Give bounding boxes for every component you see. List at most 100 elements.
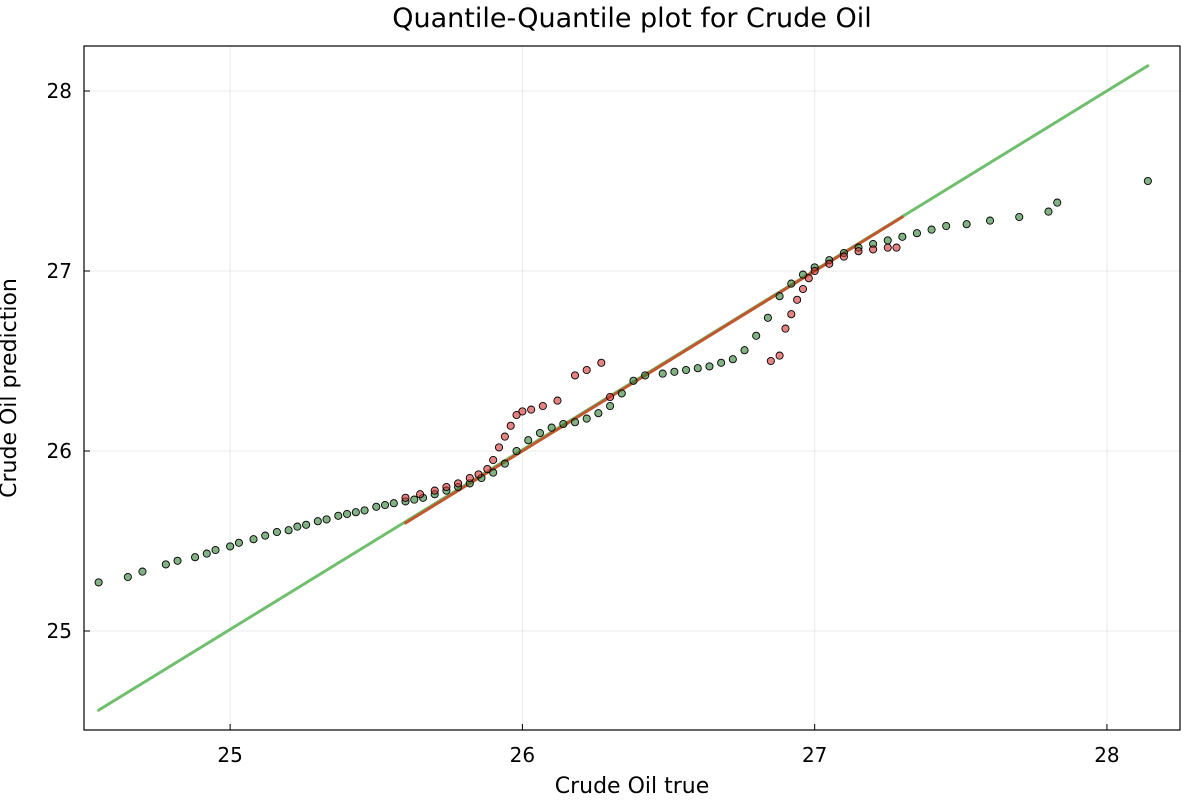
scatter-point-s3-14: [527, 405, 536, 414]
tick-labels: 25 26 27 28 25 26 27 28: [47, 79, 1120, 767]
scatter-point-s3-9: [494, 443, 504, 452]
scatter-point-s2-74: [1053, 198, 1062, 207]
scatter-point-s2-43: [606, 401, 615, 411]
scatter-point-s2-69: [942, 221, 951, 231]
scatter-point-s3-12: [512, 410, 521, 420]
x-axis-label: Crude Oil true: [555, 774, 710, 799]
scatter-point-s2-45: [629, 376, 638, 385]
scatter-point-s2-35: [512, 446, 521, 456]
scatter-point-s2-39: [559, 419, 568, 429]
scatter-points: [94, 176, 1152, 587]
scatter-point-s3-30: [839, 252, 848, 261]
scatter-point-s2-50: [693, 364, 702, 373]
scatter-point-s3-13: [518, 407, 527, 416]
scatter-point-s3-33: [883, 243, 892, 252]
scatter-point-s3-25: [793, 295, 802, 304]
scatter-point-s3-32: [869, 245, 878, 254]
scatter-point-s2-6: [202, 549, 211, 558]
scatter-point-s2-66: [898, 232, 907, 241]
scatter-point-s2-16: [313, 517, 322, 526]
scatter-point-s3-6: [474, 470, 483, 479]
scatter-point-s2-18: [334, 511, 343, 520]
scatter-point-s2-4: [173, 556, 182, 565]
scatter-point-s2-73: [1044, 207, 1053, 216]
scatter-point-s3-24: [787, 310, 796, 319]
scatter-point-s2-7: [211, 545, 220, 555]
scatter-point-s2-36: [524, 436, 533, 445]
scatter-point-s2-10: [249, 535, 258, 544]
scatter-point-s2-3: [161, 560, 170, 569]
scatter-point-s2-11: [261, 531, 270, 540]
scatter-point-s3-28: [810, 266, 819, 276]
scatter-point-s3-34: [892, 243, 901, 252]
scatter-point-s2-34: [500, 459, 509, 468]
scatter-point-s2-67: [912, 229, 922, 238]
scatter-point-s2-70: [962, 220, 971, 229]
scatter-point-s2-51: [705, 362, 714, 371]
x-tick-label-0: 25: [217, 743, 242, 767]
scatter-point-s3-23: [781, 324, 790, 333]
scatter-point-s2-65: [883, 236, 892, 245]
scatter-point-s3-18: [582, 365, 591, 375]
scatter-point-s2-41: [582, 414, 591, 423]
scatter-point-s2-38: [547, 423, 556, 432]
scatter-point-s2-54: [740, 346, 749, 355]
scatter-point-s3-22: [775, 351, 784, 360]
y-tick-label-0: 25: [47, 619, 72, 643]
plot-frame: [83, 45, 1181, 731]
scatter-point-s3-8: [489, 455, 498, 465]
scatter-point-s3-21: [766, 356, 775, 366]
scatter-point-s2-49: [682, 365, 691, 375]
scatter-point-s2-48: [670, 367, 679, 376]
reference-lines: [97, 64, 1150, 712]
scatter-point-s2-33: [489, 468, 498, 477]
scatter-point-s2-13: [284, 526, 293, 535]
scatter-point-s3-3: [442, 482, 451, 492]
scatter-point-s2-42: [594, 409, 603, 418]
scatter-point-s3-11: [506, 421, 515, 430]
scatter-point-s2-75: [1143, 176, 1152, 186]
scatter-point-s2-68: [927, 225, 936, 234]
scatter-point-s2-52: [717, 358, 726, 367]
scatter-point-s3-4: [454, 479, 463, 488]
scatter-point-s3-0: [401, 493, 410, 502]
scatter-point-s3-31: [854, 247, 863, 256]
x-tick-label-2: 27: [802, 743, 827, 767]
scatter-point-s2-8: [226, 542, 235, 551]
scatter-point-s2-19: [342, 509, 352, 519]
scatter-point-s2-71: [985, 216, 995, 225]
scatter-point-s2-47: [658, 369, 667, 378]
scatter-point-s3-15: [538, 401, 547, 411]
y-axis-label: Crude Oil prediction: [0, 278, 22, 498]
scatter-point-s2-15: [302, 520, 311, 529]
scatter-point-s2-5: [191, 553, 200, 562]
scatter-point-s3-5: [465, 473, 474, 483]
x-tick-label-1: 26: [510, 743, 535, 767]
scatter-point-s2-26: [410, 495, 419, 504]
scatter-point-s2-12: [272, 527, 281, 537]
scatter-point-s2-58: [787, 279, 796, 288]
scatter-point-s3-26: [798, 284, 808, 294]
scatter-point-s3-19: [597, 358, 606, 367]
scatter-point-s2-21: [360, 506, 369, 515]
scatter-point-s2-24: [389, 499, 398, 508]
scatter-point-s3-29: [825, 259, 834, 268]
scatter-point-s2-56: [763, 313, 772, 322]
scatter-point-s2-44: [617, 389, 626, 398]
scatter-point-s2-22: [372, 502, 381, 511]
scatter-point-s3-10: [500, 432, 509, 441]
y-tick-label-1: 26: [47, 439, 72, 463]
scatter-point-s2-59: [798, 270, 808, 279]
scatter-point-s2-72: [1015, 212, 1024, 222]
scatter-point-s2-2: [138, 567, 147, 576]
scatter-point-s2-23: [380, 500, 390, 510]
chart-title: Quantile-Quantile plot for Crude Oil: [392, 3, 871, 34]
scatter-point-s2-53: [728, 355, 737, 364]
scatter-point-s2-55: [752, 331, 761, 340]
scatter-point-s2-46: [641, 371, 650, 380]
scatter-point-s3-1: [416, 490, 425, 499]
scatter-point-s2-20: [351, 508, 360, 517]
scatter-point-s2-0: [94, 578, 103, 587]
